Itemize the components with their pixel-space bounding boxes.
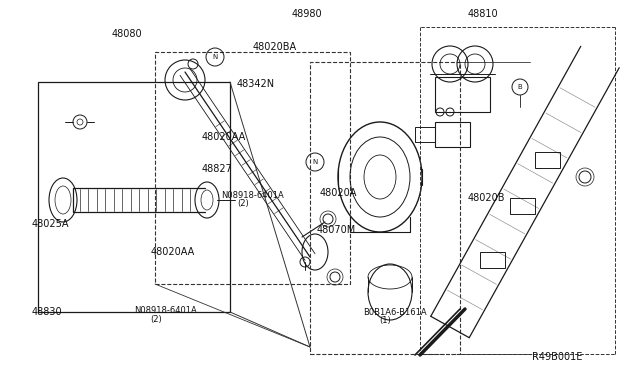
Text: N: N (212, 54, 218, 60)
Bar (435, 77, 490, 112)
Text: B: B (518, 84, 522, 90)
Text: (1): (1) (379, 316, 390, 325)
Text: R49B001E: R49B001E (532, 352, 583, 362)
Text: B0B1A6-B161A: B0B1A6-B161A (364, 308, 427, 317)
Bar (535, 152, 560, 168)
Text: N: N (312, 159, 317, 165)
Text: 48830: 48830 (32, 307, 63, 317)
Text: 48810: 48810 (467, 9, 498, 19)
Text: N08918-6401A: N08918-6401A (134, 307, 197, 315)
Text: 48827: 48827 (202, 164, 232, 174)
Text: 48025A: 48025A (32, 219, 70, 229)
Text: 48020BA: 48020BA (253, 42, 297, 52)
Bar (479, 251, 504, 267)
Text: 48342N: 48342N (237, 79, 275, 89)
Text: 48020B: 48020B (467, 193, 505, 203)
Text: 48980: 48980 (291, 9, 322, 19)
Bar (38, 82, 230, 312)
Text: (2): (2) (150, 315, 162, 324)
Bar (310, 62, 460, 354)
Bar (435, 122, 470, 147)
Text: 48070M: 48070M (317, 225, 356, 235)
Text: (2): (2) (237, 199, 248, 208)
Text: 48080: 48080 (112, 29, 143, 39)
Bar (415, 127, 435, 142)
Bar (509, 198, 534, 214)
Text: 48020AA: 48020AA (202, 132, 246, 142)
Text: 48020A: 48020A (320, 188, 357, 198)
Text: 48020AA: 48020AA (150, 247, 195, 257)
Bar (155, 52, 350, 284)
Text: N08918-6401A: N08918-6401A (221, 191, 284, 200)
